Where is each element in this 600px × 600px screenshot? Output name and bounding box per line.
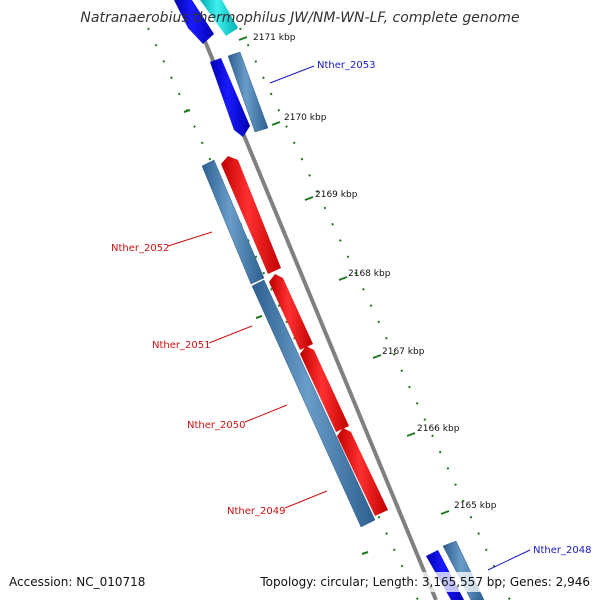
dotted-guides xyxy=(147,27,511,600)
tick-2166: 2166 kbp xyxy=(406,424,460,437)
gene-features xyxy=(174,0,485,600)
cds-arrow-top-cyan[interactable] xyxy=(200,0,238,36)
cds-arrow-nther-2052[interactable] xyxy=(221,156,281,274)
gene-label-nther-2051[interactable]: Nther_2051 xyxy=(152,340,210,351)
tick-2171: 2171 kbp xyxy=(238,33,296,43)
cds-arrow-nther-2051[interactable] xyxy=(269,274,313,350)
gene-bar-nther-2050-2049[interactable] xyxy=(251,279,376,528)
tick-label: 2171 kbp xyxy=(253,33,296,43)
gene-label-nther-2053[interactable]: Nther_2053 xyxy=(317,60,375,71)
gene-label-nther-2048[interactable]: Nther_2048 xyxy=(533,545,591,556)
gene-label-nther-2050[interactable]: Nther_2050 xyxy=(187,420,245,431)
gene-bar-nther-2052-2051[interactable] xyxy=(201,159,265,285)
kbp-ticks: 2171 kbp 2170 kbp 2169 kbp 2168 kbp 2167… xyxy=(183,33,497,555)
tick-label: 2169 kbp xyxy=(315,190,358,200)
tick-label: 2167 kbp xyxy=(382,347,425,357)
cds-arrow-nther-2050[interactable] xyxy=(300,346,349,432)
tick-label: 2168 kbp xyxy=(348,269,391,279)
cds-arrow-nther-2049[interactable] xyxy=(337,428,388,516)
cds-arrow-nther-2053[interactable] xyxy=(210,58,250,137)
cds-arrow-top-left[interactable] xyxy=(174,0,214,44)
genome-summary-text: Topology: circular; Length: 3,165,557 bp… xyxy=(259,575,590,589)
tick-2170: 2170 kbp xyxy=(271,113,327,126)
gene-bar-nther-2053[interactable] xyxy=(227,51,269,133)
gene-labels: Nther_2053 Nther_2052 Nther_2051 Nther_2… xyxy=(111,60,591,571)
gene-label-nther-2052[interactable]: Nther_2052 xyxy=(111,243,169,254)
tick-label: 2165 kbp xyxy=(454,501,497,511)
gene-label-nther-2049[interactable]: Nther_2049 xyxy=(227,506,285,517)
accession-text: Accession: NC_010718 xyxy=(9,575,145,589)
tick-label: 2166 kbp xyxy=(417,424,460,434)
tick-2168: 2168 kbp xyxy=(338,269,391,281)
tick-2169: 2169 kbp xyxy=(304,190,358,201)
tick-label: 2170 kbp xyxy=(284,113,327,123)
tick-2165: 2165 kbp xyxy=(440,501,497,515)
map-title: Natranaerobius thermophilus JW/NM-WN-LF,… xyxy=(80,10,519,26)
tick-2167: 2167 kbp xyxy=(372,347,425,359)
